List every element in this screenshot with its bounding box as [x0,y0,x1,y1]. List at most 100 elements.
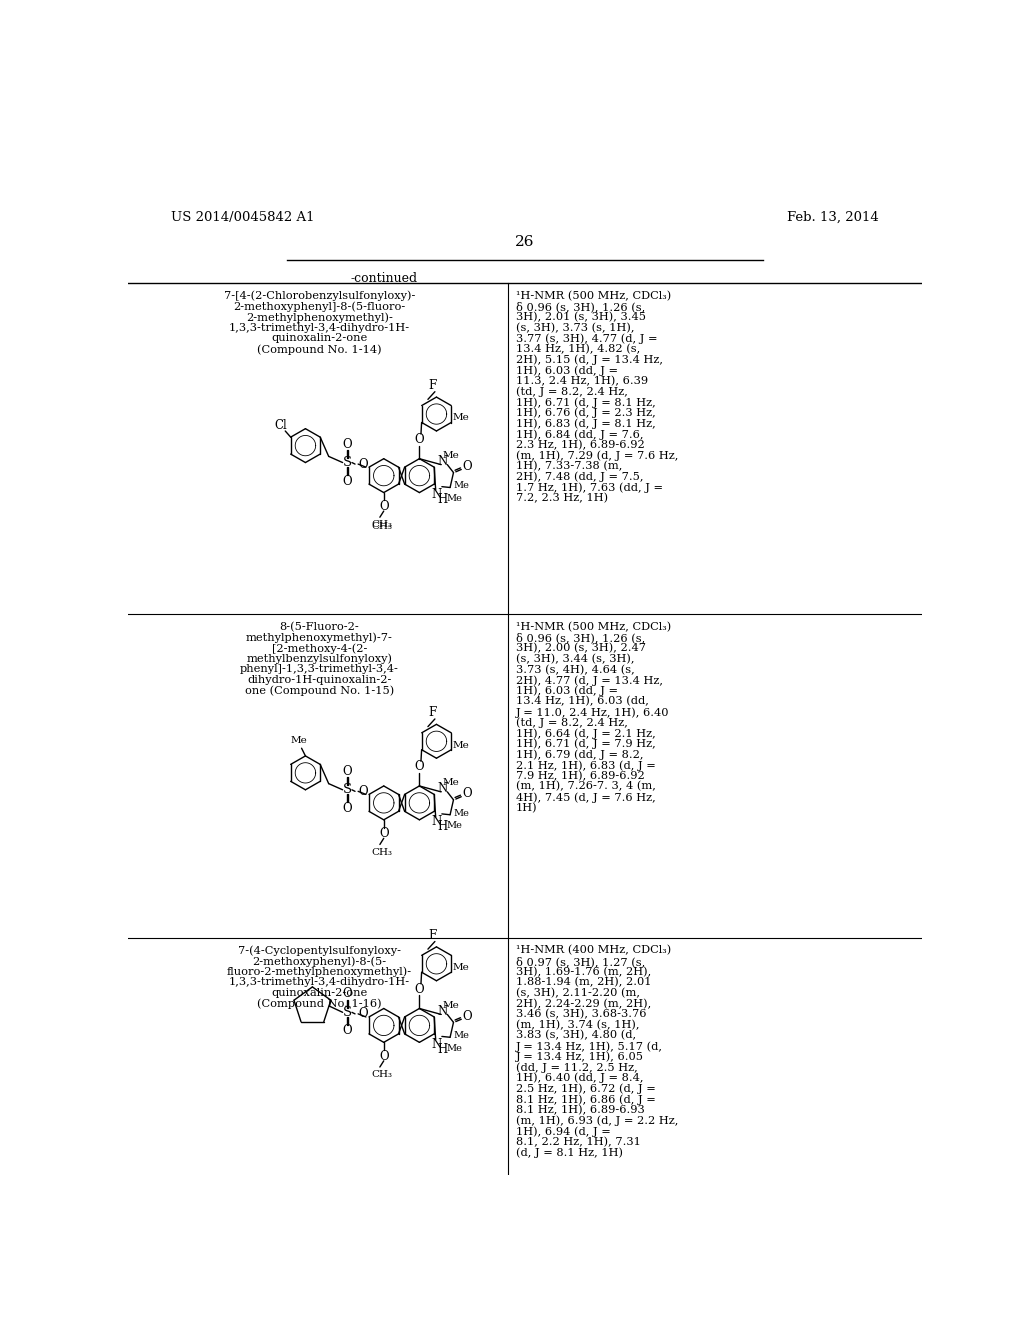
Text: 3H), 1.69-1.76 (m, 2H),: 3H), 1.69-1.76 (m, 2H), [515,966,650,977]
Text: O: O [342,764,352,777]
Text: O: O [358,785,368,797]
Text: δ 0.96 (s, 3H), 1.26 (s,: δ 0.96 (s, 3H), 1.26 (s, [515,632,645,643]
Text: Me: Me [453,964,470,972]
Text: 13.4 Hz, 1H), 6.03 (dd,: 13.4 Hz, 1H), 6.03 (dd, [515,697,648,706]
Text: 2H), 7.48 (dd, J = 7.5,: 2H), 7.48 (dd, J = 7.5, [515,471,643,482]
Text: US 2014/0045842 A1: US 2014/0045842 A1 [171,211,314,224]
Text: ¹H-NMR (500 MHz, CDCl₃): ¹H-NMR (500 MHz, CDCl₃) [515,290,671,301]
Text: F: F [428,706,436,719]
Text: S: S [343,783,352,796]
Text: 8-(5-Fluoro-2-: 8-(5-Fluoro-2- [280,622,359,632]
Text: (m, 1H), 7.29 (d, J = 7.6 Hz,: (m, 1H), 7.29 (d, J = 7.6 Hz, [515,450,678,461]
Text: (s, 3H), 3.73 (s, 1H),: (s, 3H), 3.73 (s, 1H), [515,322,634,333]
Text: J = 11.0, 2.4 Hz, 1H), 6.40: J = 11.0, 2.4 Hz, 1H), 6.40 [515,708,669,718]
Text: (td, J = 8.2, 2.4 Hz,: (td, J = 8.2, 2.4 Hz, [515,387,628,397]
Text: 7.9 Hz, 1H), 6.89-6.92: 7.9 Hz, 1H), 6.89-6.92 [515,771,644,781]
Text: H: H [437,821,447,833]
Text: O: O [342,987,352,1001]
Text: Feb. 13, 2014: Feb. 13, 2014 [787,211,879,224]
Text: methylbenzylsulfonyloxy): methylbenzylsulfonyloxy) [247,653,392,664]
Text: O: O [342,474,352,487]
Text: Me: Me [446,1044,463,1052]
Text: N: N [437,1005,447,1018]
Text: Me: Me [442,777,460,787]
Text: Me: Me [446,821,463,830]
Text: (m, 1H), 3.74 (s, 1H),: (m, 1H), 3.74 (s, 1H), [515,1020,639,1030]
Text: O: O [342,437,352,450]
Text: 1H), 6.71 (d, J = 7.9 Hz,: 1H), 6.71 (d, J = 7.9 Hz, [515,739,655,750]
Text: dihydro-1H-quinoxalin-2-: dihydro-1H-quinoxalin-2- [247,675,391,685]
Text: (Compound No. 1-14): (Compound No. 1-14) [257,345,382,355]
Text: Cl: Cl [274,418,287,432]
Text: N: N [431,816,441,828]
Text: CH₃: CH₃ [371,1071,392,1080]
Text: Me: Me [453,413,470,422]
Text: CH₃: CH₃ [371,847,392,857]
Text: J = 13.4 Hz, 1H), 5.17 (d,: J = 13.4 Hz, 1H), 5.17 (d, [515,1041,663,1052]
Text: O: O [379,500,388,513]
Text: 1H), 6.94 (d, J =: 1H), 6.94 (d, J = [515,1126,610,1137]
Text: Me: Me [446,494,463,503]
Text: δ 0.96 (s, 3H), 1.26 (s,: δ 0.96 (s, 3H), 1.26 (s, [515,301,645,313]
Text: (Compound No. 1-16): (Compound No. 1-16) [257,998,382,1008]
Text: 1,3,3-trimethyl-3,4-dihydro-1H-: 1,3,3-trimethyl-3,4-dihydro-1H- [228,322,410,333]
Text: 2.3 Hz, 1H), 6.89-6.92: 2.3 Hz, 1H), 6.89-6.92 [515,440,644,450]
Text: 3.83 (s, 3H), 4.80 (d,: 3.83 (s, 3H), 4.80 (d, [515,1031,636,1040]
Text: 1H), 6.83 (d, J = 8.1 Hz,: 1H), 6.83 (d, J = 8.1 Hz, [515,418,655,429]
Text: 1H): 1H) [515,803,538,813]
Text: 1H), 6.40 (dd, J = 8.4,: 1H), 6.40 (dd, J = 8.4, [515,1073,643,1084]
Text: 7.2, 2.3 Hz, 1H): 7.2, 2.3 Hz, 1H) [515,492,607,503]
Text: Me: Me [453,741,470,750]
Text: O: O [379,1049,388,1063]
Text: fluoro-2-methylphenoxymethyl)-: fluoro-2-methylphenoxymethyl)- [227,966,412,977]
Text: 1H), 6.03 (dd, J =: 1H), 6.03 (dd, J = [515,366,617,376]
Text: 2H), 5.15 (d, J = 13.4 Hz,: 2H), 5.15 (d, J = 13.4 Hz, [515,355,663,366]
Text: (m, 1H), 6.93 (d, J = 2.2 Hz,: (m, 1H), 6.93 (d, J = 2.2 Hz, [515,1115,678,1126]
Text: H: H [437,494,447,507]
Text: O: O [358,458,368,471]
Text: -continued: -continued [350,272,418,285]
Text: N: N [431,1038,441,1051]
Text: N: N [437,783,447,795]
Text: F: F [428,379,436,392]
Text: 8.1 Hz, 1H), 6.86 (d, J =: 8.1 Hz, 1H), 6.86 (d, J = [515,1094,655,1105]
Text: 13.4 Hz, 1H), 4.82 (s,: 13.4 Hz, 1H), 4.82 (s, [515,345,640,354]
Text: O: O [342,1024,352,1038]
Text: 11.3, 2.4 Hz, 1H), 6.39: 11.3, 2.4 Hz, 1H), 6.39 [515,376,647,387]
Text: (s, 3H), 3.44 (s, 3H),: (s, 3H), 3.44 (s, 3H), [515,653,634,664]
Text: 1.88-1.94 (m, 2H), 2.01: 1.88-1.94 (m, 2H), 2.01 [515,977,651,987]
Text: CH₃: CH₃ [371,521,392,531]
Text: [2-methoxy-4-(2-: [2-methoxy-4-(2- [271,643,368,653]
Text: 1H), 6.64 (d, J = 2.1 Hz,: 1H), 6.64 (d, J = 2.1 Hz, [515,729,655,739]
Text: 26: 26 [515,235,535,249]
Text: O: O [415,760,424,774]
Text: 3H), 2.01 (s, 3H), 3.45: 3H), 2.01 (s, 3H), 3.45 [515,312,645,322]
Text: (s, 3H), 2.11-2.20 (m,: (s, 3H), 2.11-2.20 (m, [515,987,640,998]
Text: O: O [415,982,424,995]
Text: 2-methylphenoxymethyl)-: 2-methylphenoxymethyl)- [246,312,393,322]
Text: 3.77 (s, 3H), 4.77 (d, J =: 3.77 (s, 3H), 4.77 (d, J = [515,334,657,345]
Text: ¹H-NMR (400 MHz, CDCl₃): ¹H-NMR (400 MHz, CDCl₃) [515,945,671,956]
Text: 1H), 6.79 (dd, J = 8.2,: 1H), 6.79 (dd, J = 8.2, [515,750,643,760]
Text: O: O [463,787,472,800]
Text: O: O [342,801,352,814]
Text: 2-methoxyphenyl)-8-(5-: 2-methoxyphenyl)-8-(5- [252,956,386,966]
Text: one (Compound No. 1-15): one (Compound No. 1-15) [245,685,394,696]
Text: Me: Me [453,1031,469,1040]
Text: 8.1, 2.2 Hz, 1H), 7.31: 8.1, 2.2 Hz, 1H), 7.31 [515,1137,640,1147]
Text: F: F [428,929,436,942]
Text: 3.46 (s, 3H), 3.68-3.76: 3.46 (s, 3H), 3.68-3.76 [515,1008,646,1019]
Text: 3.73 (s, 4H), 4.64 (s,: 3.73 (s, 4H), 4.64 (s, [515,664,634,675]
Text: 2-methoxyphenyl]-8-(5-fluoro-: 2-methoxyphenyl]-8-(5-fluoro- [233,301,406,312]
Text: (m, 1H), 7.26-7. 3, 4 (m,: (m, 1H), 7.26-7. 3, 4 (m, [515,781,655,792]
Text: N: N [431,488,441,500]
Text: 4H), 7.45 (d, J = 7.6 Hz,: 4H), 7.45 (d, J = 7.6 Hz, [515,792,655,803]
Text: 8.1 Hz, 1H), 6.89-6.93: 8.1 Hz, 1H), 6.89-6.93 [515,1105,644,1115]
Text: J = 13.4 Hz, 1H), 6.05: J = 13.4 Hz, 1H), 6.05 [515,1052,643,1063]
Text: quinoxalin-2-one: quinoxalin-2-one [271,987,368,998]
Text: 1H), 7.33-7.38 (m,: 1H), 7.33-7.38 (m, [515,461,622,471]
Text: 7-(4-Cyclopentylsulfonyloxy-: 7-(4-Cyclopentylsulfonyloxy- [238,945,401,956]
Text: 2H), 4.77 (d, J = 13.4 Hz,: 2H), 4.77 (d, J = 13.4 Hz, [515,675,663,685]
Text: 7-[4-(2-Chlorobenzylsulfonyloxy)-: 7-[4-(2-Chlorobenzylsulfonyloxy)- [223,290,415,301]
Text: (td, J = 8.2, 2.4 Hz,: (td, J = 8.2, 2.4 Hz, [515,718,628,729]
